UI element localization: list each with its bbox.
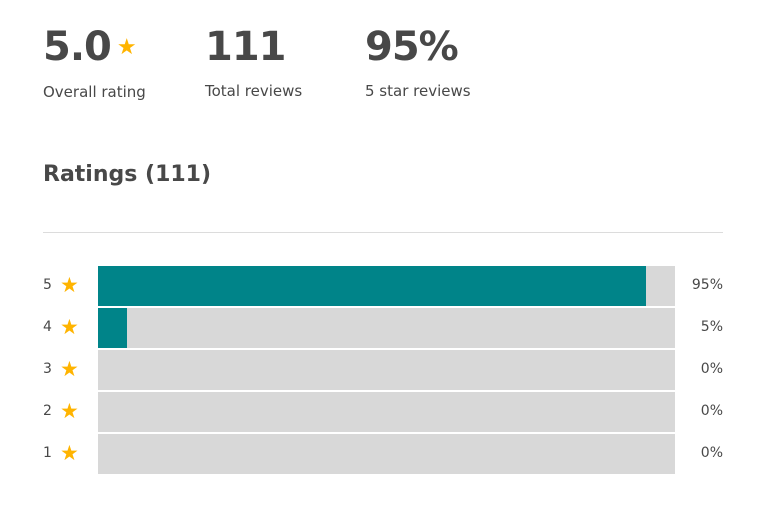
overall-rating-value: 5.0 <box>43 24 112 70</box>
total-reviews-stat: 111 Total reviews <box>205 24 302 100</box>
rating-bar-track <box>98 266 675 306</box>
star-count-label: 4 <box>43 319 52 335</box>
rating-row-5: 5 ★ 95% <box>43 266 723 306</box>
star-icon: ★ <box>60 273 79 297</box>
rating-bar-track <box>98 350 675 390</box>
star-icon: ★ <box>60 441 79 465</box>
overall-rating-stat: 5.0 ★ Overall rating <box>43 24 146 101</box>
rating-bar-track <box>98 434 675 474</box>
star-count-label: 5 <box>43 277 52 293</box>
total-reviews-value: 111 <box>205 24 287 70</box>
rating-bar-track <box>98 392 675 432</box>
star-icon: ★ <box>116 35 137 60</box>
rating-bar-fill <box>98 266 647 306</box>
star-count-label: 2 <box>43 403 52 419</box>
rating-percent: 95% <box>691 277 723 293</box>
five-star-value: 95% <box>365 24 459 70</box>
star-icon: ★ <box>60 315 79 339</box>
rating-percent: 0% <box>700 445 723 461</box>
star-icon: ★ <box>60 399 79 423</box>
ratings-title: Ratings (111) <box>43 162 212 187</box>
star-count-label: 1 <box>43 445 52 461</box>
total-reviews-label: Total reviews <box>205 82 303 100</box>
five-star-stat: 95% 5 star reviews <box>365 24 471 100</box>
rating-row-1: 1 ★ 0% <box>43 434 723 474</box>
rating-bar-track <box>98 308 675 348</box>
rating-percent: 0% <box>700 361 723 377</box>
rating-bar-fill <box>98 308 127 348</box>
star-icon: ★ <box>60 357 79 381</box>
rating-percent: 0% <box>700 403 723 419</box>
rating-row-4: 4 ★ 5% <box>43 308 723 348</box>
five-star-label: 5 star reviews <box>365 82 471 100</box>
rating-percent: 5% <box>700 319 723 335</box>
divider <box>43 232 723 233</box>
star-count-label: 3 <box>43 361 52 377</box>
rating-row-3: 3 ★ 0% <box>43 350 723 390</box>
rating-row-2: 2 ★ 0% <box>43 392 723 432</box>
overall-rating-label: Overall rating <box>43 83 146 101</box>
